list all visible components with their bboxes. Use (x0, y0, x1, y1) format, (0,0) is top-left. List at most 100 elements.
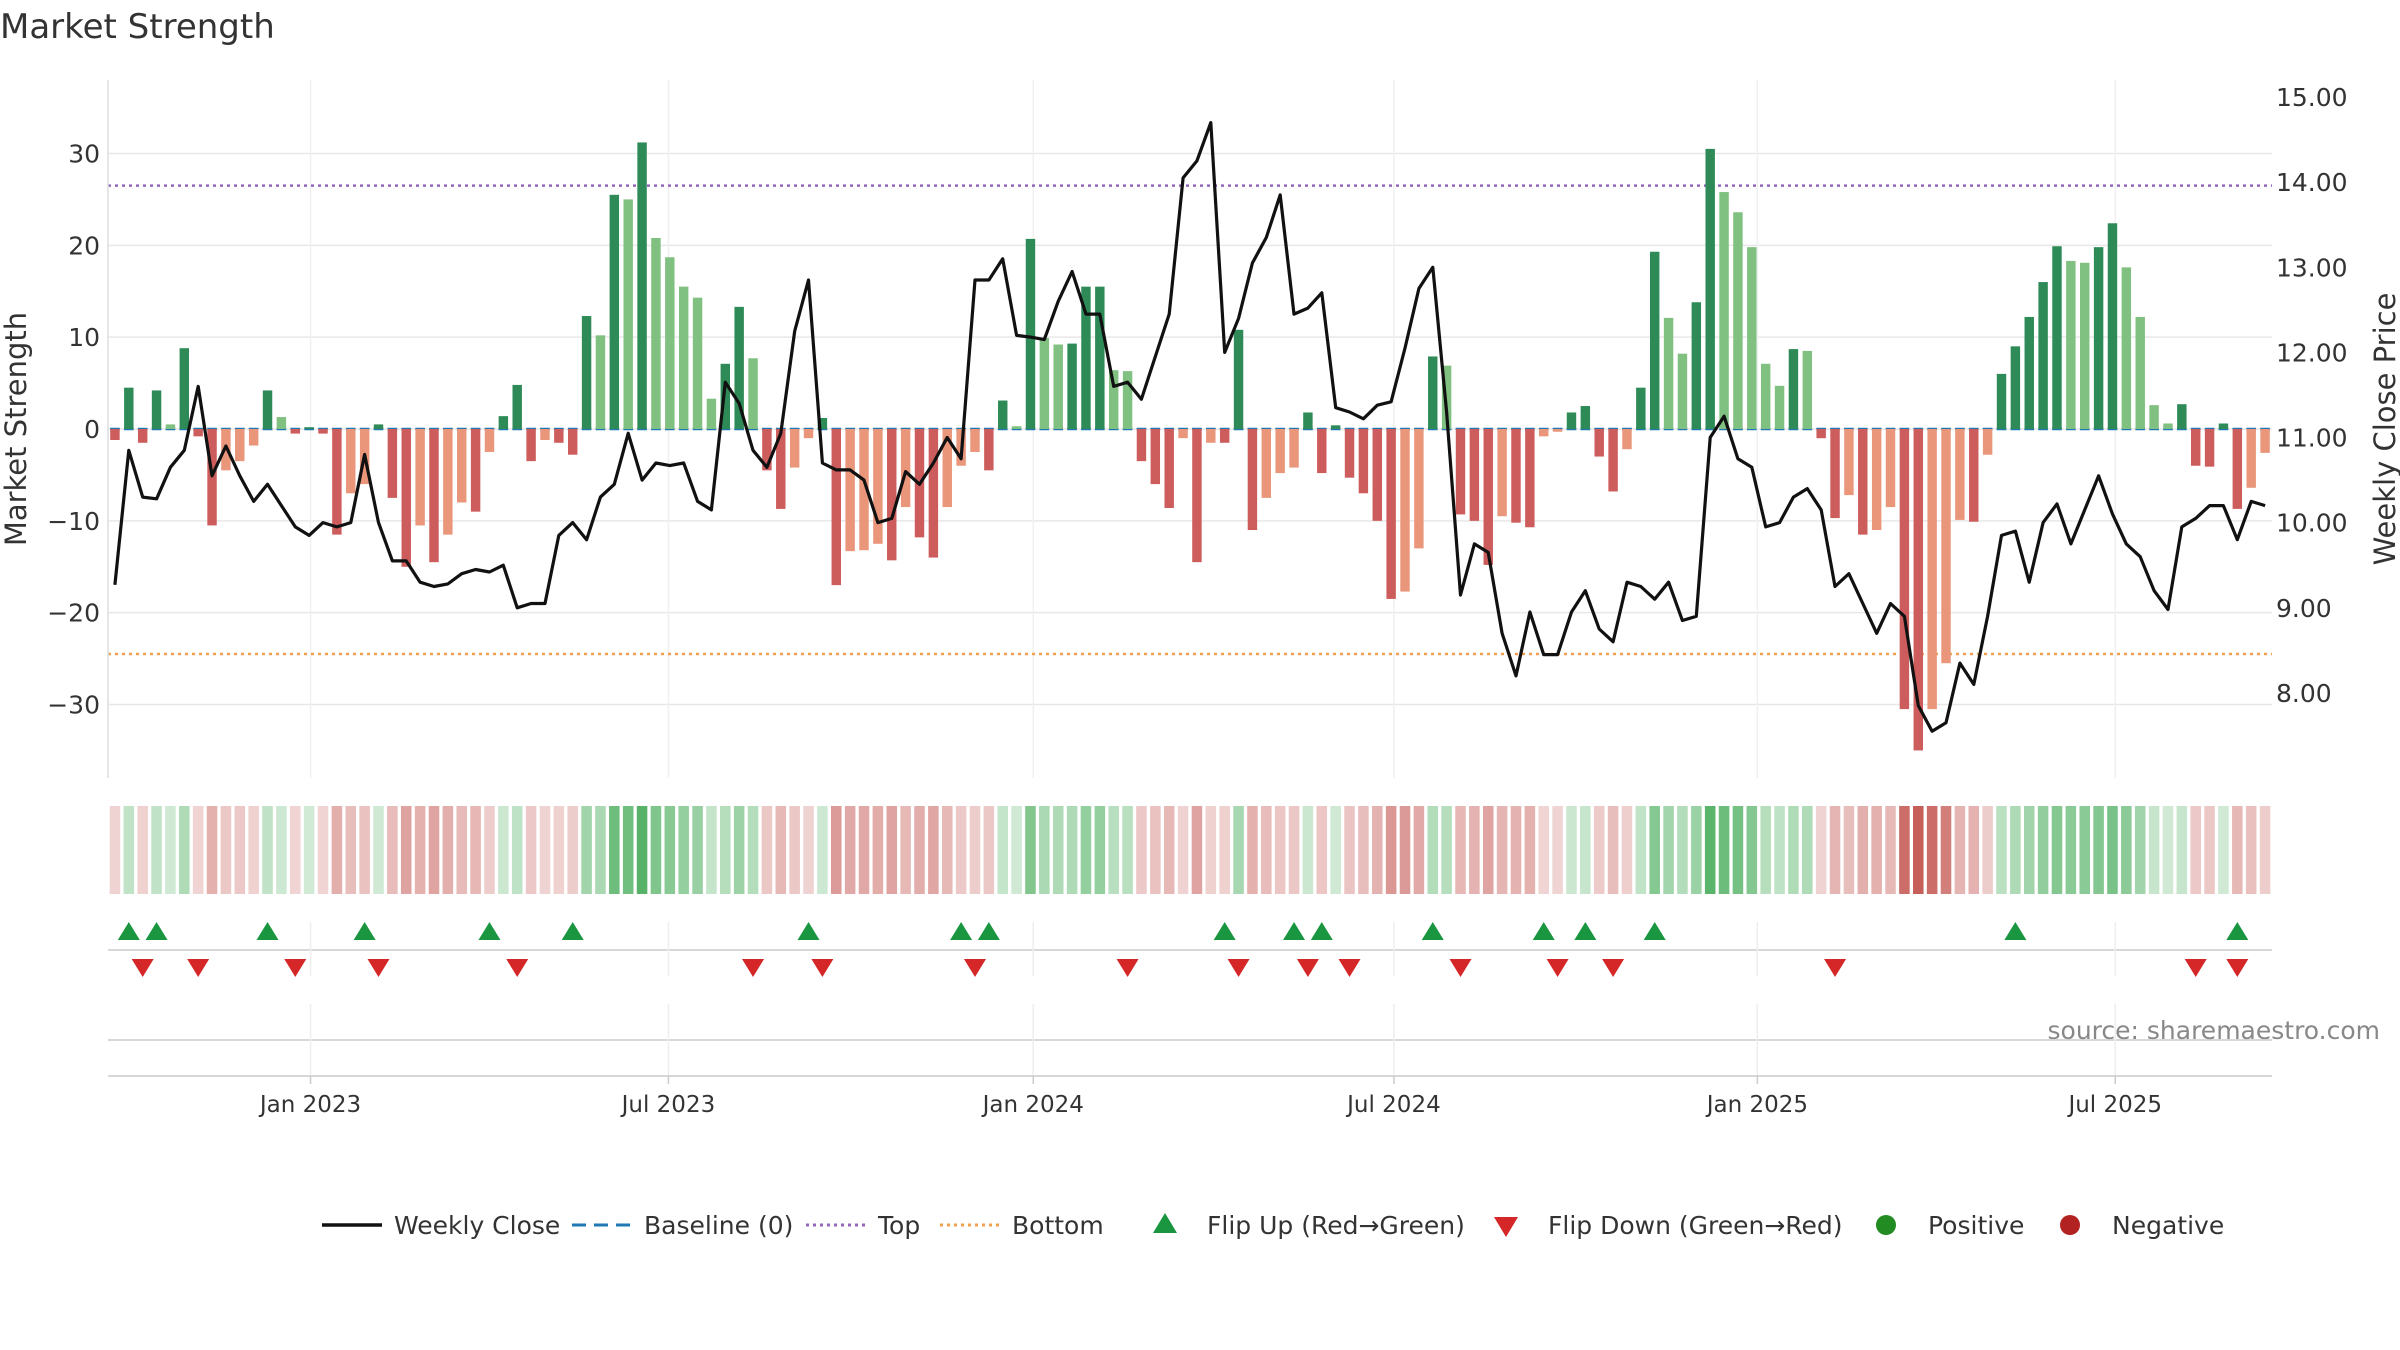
heat-cell (1926, 806, 1938, 894)
heat-cell (1025, 806, 1036, 894)
strength-bar (1539, 429, 1549, 437)
legend-label: Baseline (0) (644, 1211, 793, 1240)
strength-bar (554, 429, 564, 443)
strength-bar (1622, 429, 1632, 450)
legend-label: Top (877, 1211, 920, 1240)
y-right-tick-label: 15.00 (2276, 83, 2348, 112)
heat-cell (928, 806, 939, 894)
heat-cell (1094, 806, 1106, 894)
strength-bar (1747, 247, 1757, 429)
heat-cell (1274, 806, 1286, 894)
x-tick-label: Jul 2023 (620, 1092, 716, 1118)
heat-cell (317, 806, 329, 894)
heat-cell (844, 806, 856, 894)
heat-cell (1191, 806, 1203, 894)
y-left-tick-label: 10 (68, 323, 100, 352)
heat-cell (1815, 806, 1827, 894)
heat-cell (539, 806, 551, 894)
strength-bar (1816, 429, 1826, 439)
y-left-axis-label: Market Strength (0, 312, 33, 546)
flip-up-marker (1421, 922, 1444, 940)
flip-up-marker (1213, 922, 1236, 940)
strength-bar (1788, 349, 1799, 429)
strength-bar (817, 417, 828, 429)
heat-cell (1982, 806, 1993, 894)
flip-down-marker (506, 959, 529, 977)
strength-bar (706, 398, 717, 429)
strength-bar (831, 429, 841, 586)
heat-cell (969, 806, 981, 894)
flip-up-marker (561, 922, 584, 940)
heat-cell (1219, 806, 1230, 894)
flip-down-marker (1116, 959, 1139, 977)
heat-cell (581, 806, 592, 894)
strength-bar (1344, 429, 1355, 478)
strength-bar (1830, 429, 1840, 519)
flip-down-marker (963, 959, 986, 977)
y-right-tick-label: 14.00 (2276, 168, 2348, 197)
strength-bar (110, 429, 120, 441)
heat-cell (1316, 806, 1328, 894)
strength-bar (2204, 429, 2215, 467)
heat-cell (1455, 806, 1466, 894)
heat-cell (1482, 806, 1494, 894)
y-right-axis-label: Weekly Close Price (2368, 293, 2400, 566)
strength-bar (318, 429, 328, 434)
heat-cell (2190, 806, 2201, 894)
strength-bar (1039, 338, 1050, 429)
heat-cell (2232, 806, 2243, 894)
strength-bar (2107, 223, 2118, 429)
strength-bar (1122, 371, 1133, 429)
strength-bar (1649, 251, 1660, 429)
heat-cell (1080, 806, 1092, 894)
strength-bar (1233, 329, 1244, 429)
strength-bar (1996, 373, 2007, 429)
heat-cell (2218, 806, 2229, 894)
heat-cell (123, 806, 135, 894)
heat-cell (567, 806, 578, 894)
strength-bar (2093, 247, 2104, 429)
x-tick-label: Jul 2025 (2066, 1092, 2162, 1118)
strength-bar (1192, 429, 1202, 563)
strength-bar (1275, 429, 1285, 474)
strength-bar (928, 429, 939, 558)
strength-bar (1455, 429, 1466, 515)
strength-bar (942, 429, 952, 508)
heat-cell (1732, 806, 1744, 894)
strength-bar (803, 429, 814, 439)
heat-cell (2176, 806, 2188, 894)
y-right-tick-label: 11.00 (2276, 424, 2348, 453)
legend-item: Positive (1876, 1211, 2024, 1240)
heat-cell (2121, 806, 2132, 894)
strength-bar (179, 348, 190, 429)
strength-bar (1164, 429, 1174, 508)
heat-cell (2245, 806, 2257, 894)
strength-bar (2190, 429, 2201, 466)
strength-bar (1705, 148, 1715, 429)
legend-item: Flip Up (Red→Green) (1153, 1211, 1465, 1240)
heat-cell (511, 806, 523, 894)
strength-bar (1067, 343, 1077, 429)
heat-cell (1011, 806, 1022, 894)
flip-down-marker (367, 959, 390, 977)
flip-up-marker (1532, 922, 1555, 940)
heat-cell (747, 806, 759, 894)
strength-bar (1871, 429, 1882, 531)
heat-cell (1413, 806, 1425, 894)
legend-item: Flip Down (Green→Red) (1494, 1211, 1843, 1240)
heat-cell (650, 806, 662, 894)
x-axis: Jan 2023 Jul 2023 Jan 2024 Jul 2024 Jan 2025… (108, 1075, 2272, 1118)
heat-cell (1968, 806, 1980, 894)
strength-bar (665, 257, 675, 429)
heat-cell (1996, 806, 2007, 894)
strength-bar (151, 390, 162, 429)
y-left-tick-label: −30 (47, 691, 100, 720)
strength-bar (1774, 385, 1785, 429)
strength-bar (859, 429, 869, 551)
strength-bar (2121, 267, 2132, 429)
heat-cell (914, 806, 925, 894)
legend-item: Weekly Close (322, 1211, 560, 1240)
legend-item: Negative (2060, 1211, 2224, 1240)
heat-cell (2065, 806, 2077, 894)
